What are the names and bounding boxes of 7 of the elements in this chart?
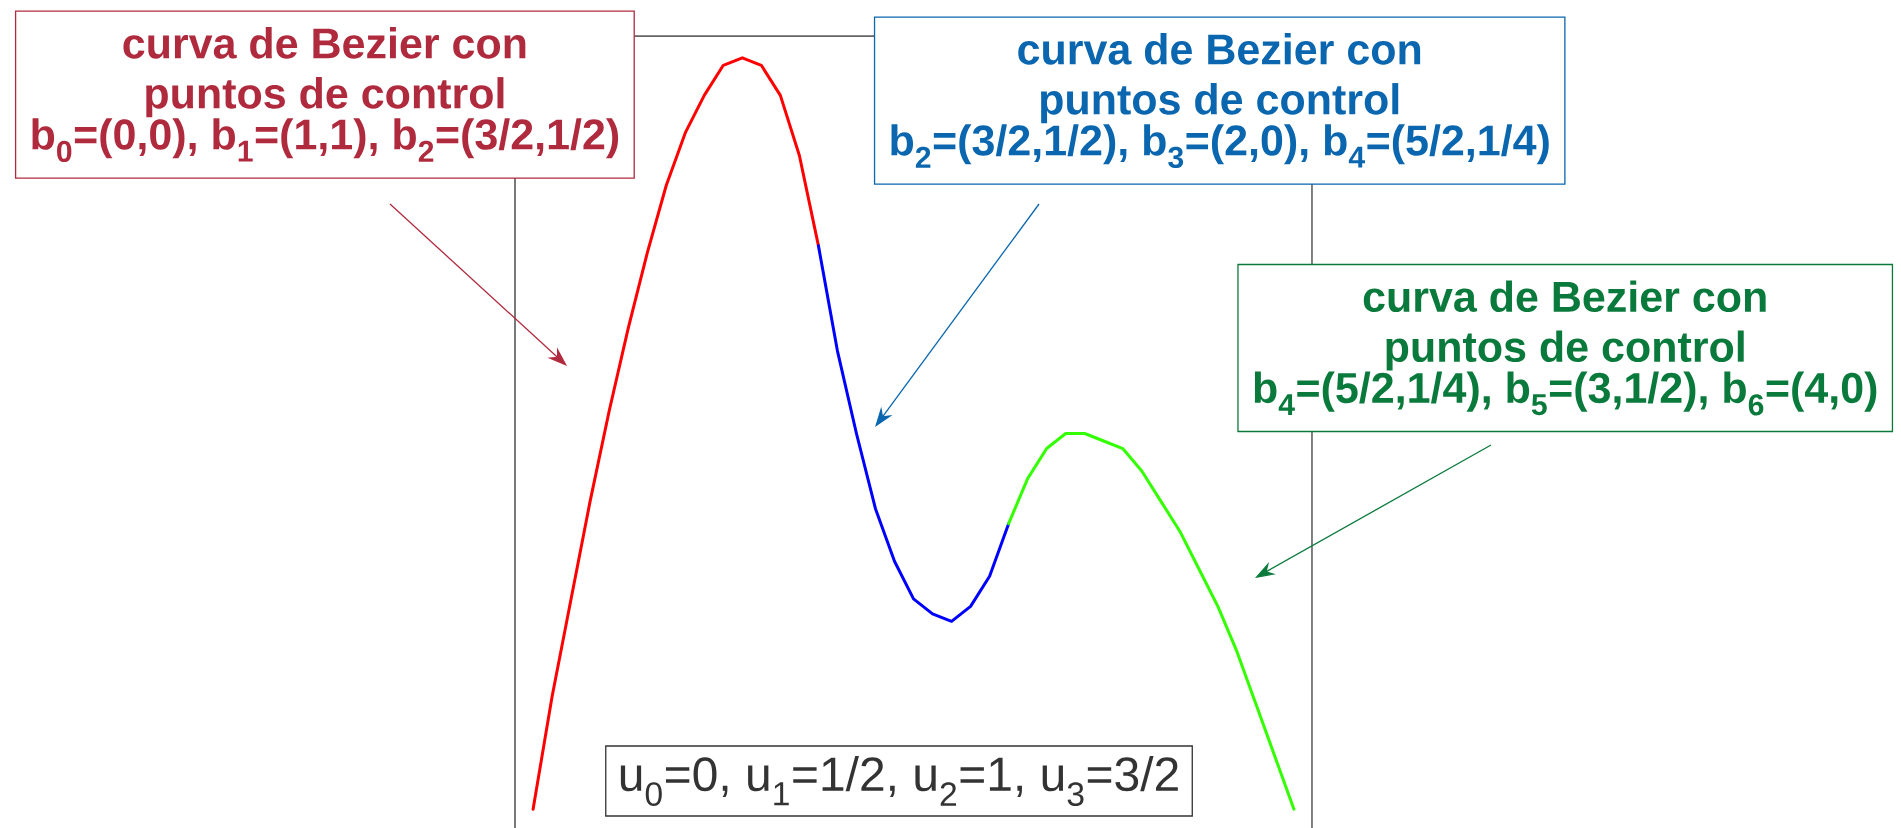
text: u$_{0}$=0, u$_{1}$=1/2, u$_{2}$=1, u$_{3}$=3/2 xyxy=(620,756,1178,806)
annotation: curva de Bezier con puntos de control xyxy=(123,27,526,118)
annotation: b$_{0}$=(0,0), b$_{1}$=(1,1), b$_{2}$=(3/2,1/2) xyxy=(32,118,619,163)
annotation: curva de Bezier con puntos de control xyxy=(1018,33,1421,124)
annotation: b$_{2}$=(3/2,1/2), b$_{3}$=(2,0), b$_{4}$=(5/2,1/4) xyxy=(891,124,1549,169)
text: curva de Bezier con puntos de control xyxy=(1363,280,1766,371)
annotation: b$_{4}$=(5/2,1/4), b$_{5}$=(3,1/2), b$_{6}$=(4,0) xyxy=(1254,371,1877,416)
